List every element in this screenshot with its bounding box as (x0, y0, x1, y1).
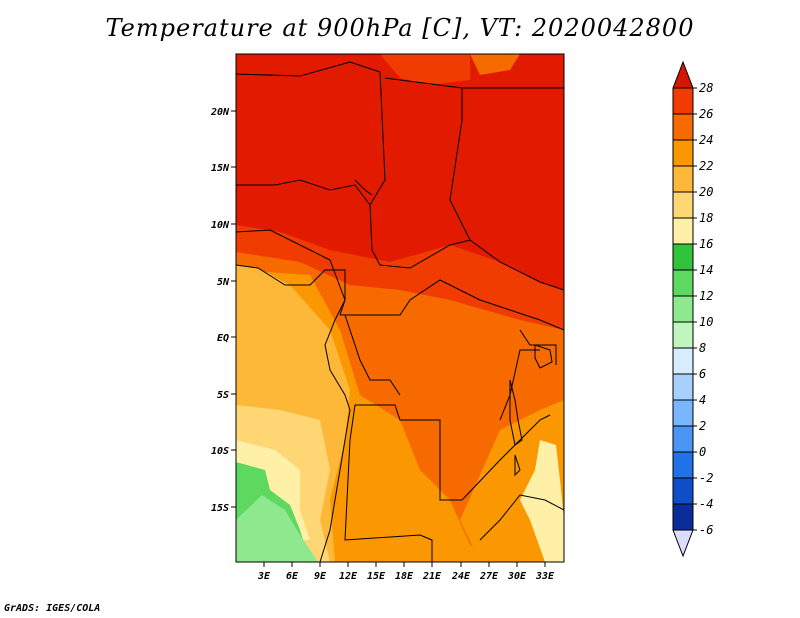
lat-tick-label: 5S (217, 390, 229, 401)
colorbar-bin (672, 87, 694, 115)
lat-tick-label: 10N (211, 220, 230, 231)
colorbar-label: -6 (699, 523, 713, 537)
colorbar-label: 28 (699, 81, 713, 95)
colorbar-bin (672, 191, 694, 219)
lon-tick-label: 6E (286, 571, 299, 582)
region-east-highlands (520, 440, 564, 562)
colorbar-label: -4 (699, 497, 713, 511)
map-title: Temperature at 900hPa [C], VT: 202004280… (105, 14, 695, 42)
region-north-cooler (380, 54, 470, 85)
colorbar-label: 24 (699, 133, 713, 147)
lon-tick-label: 27E (479, 571, 499, 582)
lon-tick-label: 3E (257, 571, 271, 582)
colorbar-tick-marks (693, 87, 697, 531)
grads-credit: GrADS: IGES/COLA (4, 603, 101, 614)
lon-axis: 3E 6E 9E 12E 15E 18E 21E 24E 27E 30E 33E (257, 562, 555, 582)
colorbar-bottom-arrow (672, 529, 694, 558)
lon-tick-label: 33E (535, 571, 555, 582)
region-northeast-cooler (470, 54, 520, 75)
lon-tick-label: 12E (339, 571, 358, 582)
colorbar-bin (672, 139, 694, 167)
lat-tick-label: EQ (217, 333, 229, 344)
lat-tick-label: 5N (217, 277, 230, 288)
colorbar-bin (672, 217, 694, 245)
colorbar-label: 26 (699, 107, 713, 121)
colorbar-bin (672, 295, 694, 323)
lat-tick-label: 15N (211, 163, 230, 174)
colorbar-label: 12 (699, 289, 713, 303)
map-panel (235, 53, 565, 563)
lon-tick-label: 15E (367, 571, 386, 582)
colorbar-label: 14 (699, 263, 713, 277)
lat-tick-label: 15S (211, 503, 229, 514)
colorbar-bin (672, 503, 694, 531)
lat-tick-label: 10S (211, 446, 229, 457)
colorbar-bin (672, 113, 694, 141)
lon-tick-label: 9E (314, 571, 327, 582)
colorbar-label: 0 (699, 445, 706, 459)
colorbar-label: 8 (699, 341, 706, 355)
coastline (235, 264, 351, 563)
colorbar-label: 2 (699, 419, 706, 433)
lat-axis: 20N 15N 10N 5N EQ 5S 10S 15S (210, 107, 236, 514)
colorbar-bin (672, 425, 694, 453)
colorbar-bin (672, 243, 694, 271)
colorbar-label: 22 (699, 159, 713, 173)
lat-tick-label: 20N (210, 107, 230, 118)
colorbar-label: 20 (699, 185, 713, 199)
lon-tick-label: 18E (395, 571, 414, 582)
colorbar-label: -2 (699, 471, 713, 485)
colorbar-bin (672, 347, 694, 375)
colorbar-label: 6 (699, 367, 706, 381)
colorbar-label: 18 (699, 211, 713, 225)
colorbar-bin (672, 399, 694, 427)
colorbar-bin (672, 451, 694, 479)
colorbar-label: 16 (699, 237, 713, 251)
lon-tick-label: 30E (507, 571, 527, 582)
colorbar-label: 4 (699, 393, 706, 407)
colorbar-top-arrow (672, 60, 694, 89)
lon-tick-label: 24E (451, 571, 471, 582)
colorbar-label: 10 (699, 315, 713, 329)
colorbar-bin (672, 269, 694, 297)
colorbar-bins (672, 87, 694, 531)
colorbar-bin (672, 165, 694, 193)
colorbar-bin (672, 373, 694, 401)
lon-tick-label: 21E (422, 571, 442, 582)
colorbar-bin (672, 477, 694, 505)
map-frame (235, 53, 565, 563)
colorbar-bin (672, 321, 694, 349)
lakes (354, 179, 553, 477)
region-southwest-green (236, 495, 318, 562)
